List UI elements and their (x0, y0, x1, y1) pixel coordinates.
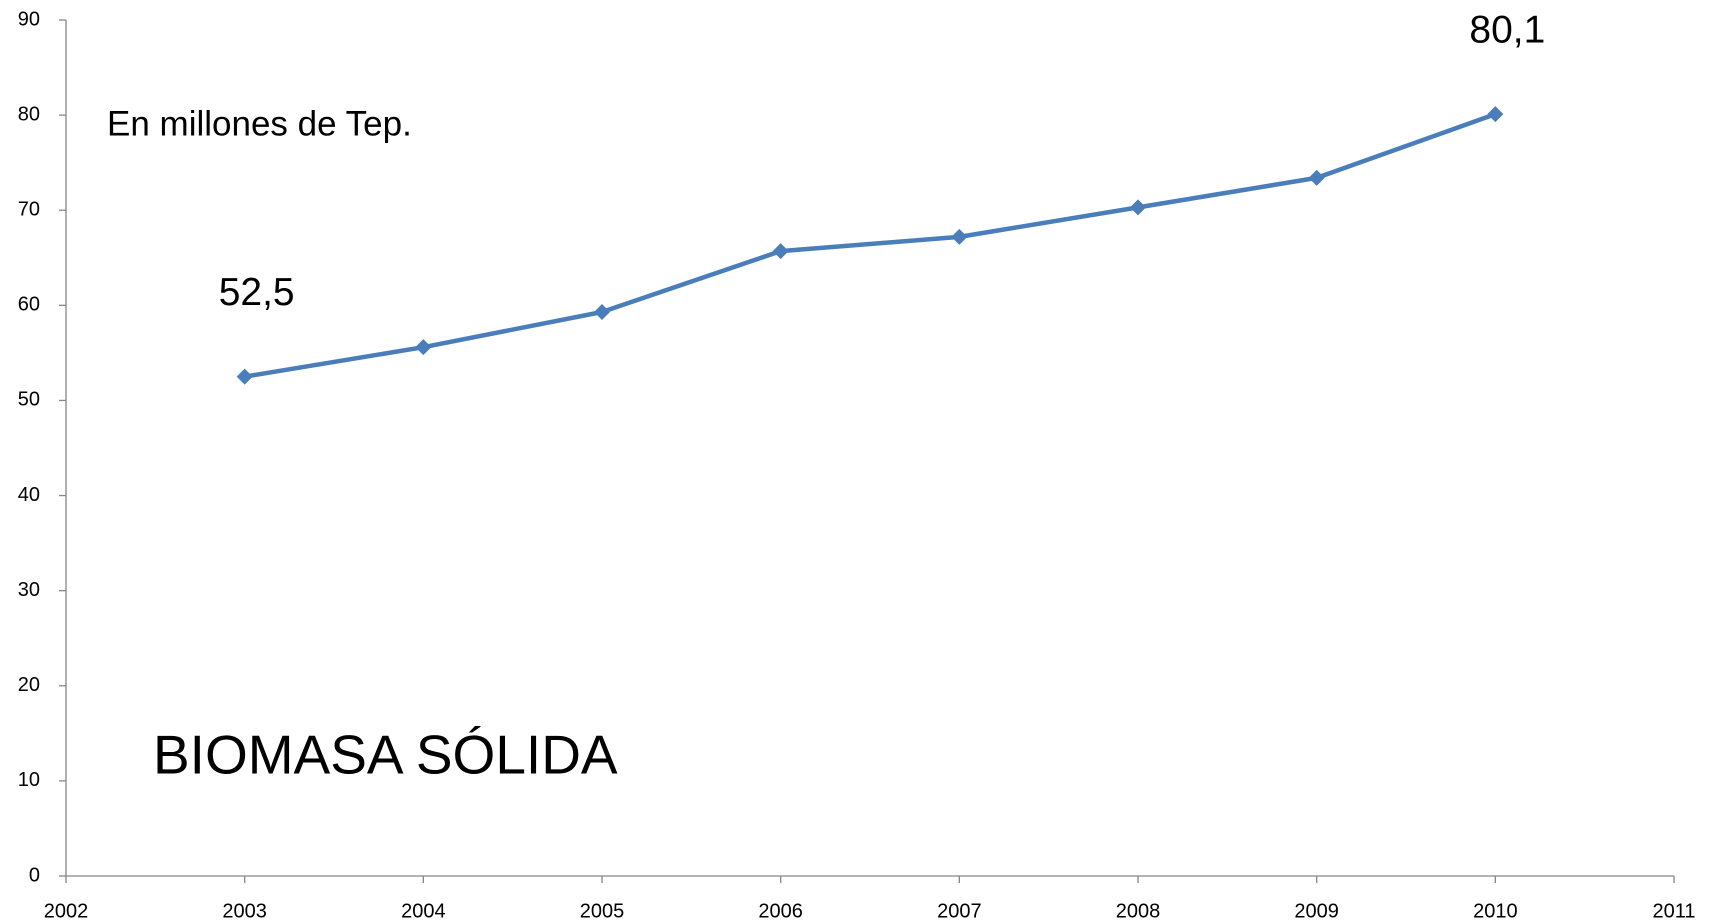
data-label: 52,5 (219, 271, 295, 314)
x-tick-label: 2004 (401, 900, 446, 921)
series-line (244, 112, 1497, 379)
y-tick-label: 70 (18, 199, 40, 221)
data-point (236, 368, 253, 385)
y-tick-label: 40 (18, 484, 40, 506)
x-tick-label: 2007 (937, 900, 982, 921)
x-tick-label: 2002 (44, 900, 89, 921)
data-point (594, 303, 610, 320)
y-tick-label: 0 (29, 864, 40, 886)
y-tick-label: 10 (18, 769, 40, 791)
data-point (1308, 169, 1325, 186)
x-tick-label: 2010 (1473, 900, 1518, 921)
y-tick-label: 90 (18, 8, 40, 30)
x-tick-label: 2009 (1294, 900, 1339, 921)
data-label: 80,1 (1469, 8, 1545, 51)
unit-annotation: En millones de Tep. (107, 104, 412, 143)
y-tick-label: 50 (18, 389, 40, 411)
data-point (951, 228, 968, 245)
data-point (415, 339, 432, 356)
x-tick-label: 2011 (1652, 900, 1695, 921)
x-tick-label: 2006 (758, 900, 803, 921)
y-tick-label: 30 (18, 579, 40, 601)
y-tick-label: 60 (18, 294, 40, 316)
x-tick-label: 2005 (580, 900, 625, 921)
x-tick-label: 2003 (222, 900, 267, 921)
x-tick-label: 2008 (1116, 900, 1161, 921)
data-point (772, 243, 789, 260)
y-tick-label: 80 (18, 103, 40, 125)
y-tick-label: 20 (18, 674, 40, 696)
data-point (1487, 106, 1504, 123)
data-point (1130, 199, 1146, 216)
chart-annotation: BIOMASA SÓLIDA (153, 724, 618, 786)
